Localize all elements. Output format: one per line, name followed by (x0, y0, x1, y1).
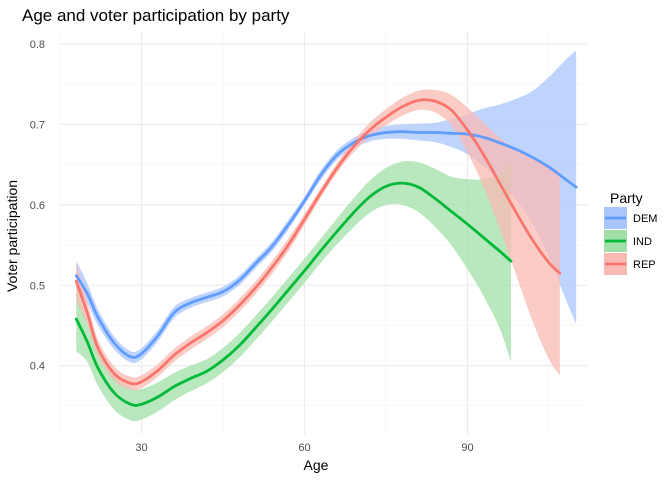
y-axis-ticks: 0.4 0.5 0.6 0.7 0.8 (30, 39, 45, 373)
x-axis-ticks: 30 60 90 (135, 442, 473, 454)
band-ind (76, 160, 511, 422)
line-dem (74, 130, 578, 359)
y-tick-label: 0.8 (30, 39, 45, 51)
y-tick-label: 0.6 (30, 200, 45, 212)
confidence-bands (76, 50, 577, 422)
band-dem (76, 50, 577, 364)
series-lines (74, 98, 578, 407)
legend: Party DEM IND REP (604, 190, 657, 275)
legend-label-dem: DEM (633, 213, 657, 225)
y-tick-label: 0.5 (30, 280, 45, 292)
legend-title: Party (610, 190, 643, 206)
x-axis-title: Age (304, 457, 329, 473)
y-axis-title: Voter participation (4, 180, 20, 292)
x-tick-label: 90 (461, 442, 473, 454)
legend-label-rep: REP (633, 259, 656, 271)
line-rep (74, 98, 562, 386)
legend-label-ind: IND (633, 236, 652, 248)
line-ind (74, 181, 513, 407)
y-tick-label: 0.4 (30, 361, 45, 373)
legend-items: DEM IND REP (604, 207, 657, 275)
x-tick-label: 60 (298, 442, 310, 454)
x-tick-label: 30 (135, 442, 147, 454)
y-tick-label: 0.7 (30, 119, 45, 131)
chart-title: Age and voter participation by party (22, 6, 290, 25)
